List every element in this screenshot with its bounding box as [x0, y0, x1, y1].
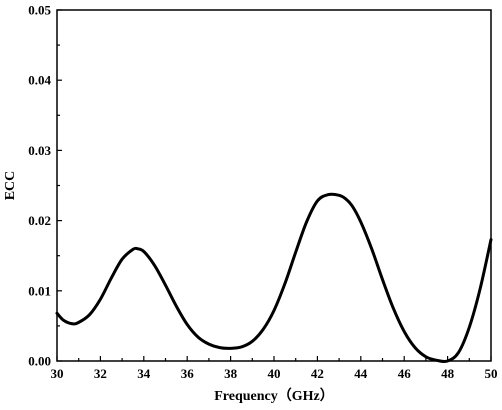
series-line-ecc — [55, 192, 493, 364]
y-axis-title: ECC — [3, 171, 18, 201]
x-tick-label: 32 — [94, 366, 107, 381]
x-tick-label: 42 — [311, 366, 324, 381]
y-tick-label: 0.03 — [28, 143, 51, 158]
y-axis: 0.00 0.01 0.02 0.03 0.04 0.05 — [28, 3, 62, 369]
x-tick-label: 36 — [181, 366, 195, 381]
x-axis: 30 32 34 36 38 40 42 44 46 48 50 — [51, 356, 498, 381]
x-tick-label: 46 — [398, 366, 412, 381]
y-tick-label: 0.02 — [28, 213, 51, 228]
x-tick-label: 40 — [268, 366, 281, 381]
x-tick-label: 50 — [485, 366, 498, 381]
y-tick-label: 0.05 — [28, 3, 51, 18]
x-tick-label: 48 — [441, 366, 455, 381]
x-tick-label: 34 — [137, 366, 151, 381]
y-tick-label: 0.01 — [28, 283, 51, 298]
x-axis-title: Frequency（GHz） — [214, 388, 334, 404]
x-tick-label: 30 — [51, 366, 64, 381]
y-tick-label: 0.04 — [28, 73, 51, 88]
plot-frame — [56, 9, 492, 362]
y-tick-label: 0.00 — [28, 354, 51, 369]
x-tick-label: 38 — [224, 366, 238, 381]
x-tick-label: 44 — [354, 366, 368, 381]
